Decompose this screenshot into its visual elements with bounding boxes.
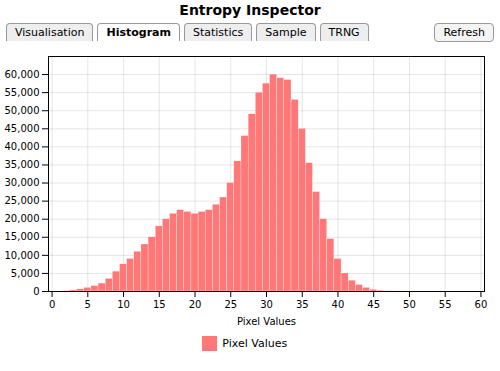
- svg-text:50: 50: [403, 299, 416, 310]
- svg-text:5,000: 5,000: [11, 268, 40, 279]
- svg-text:35: 35: [296, 299, 309, 310]
- svg-text:10: 10: [117, 299, 130, 310]
- svg-text:40: 40: [332, 299, 345, 310]
- svg-text:55,000: 55,000: [5, 87, 40, 98]
- svg-text:40,000: 40,000: [5, 141, 40, 152]
- html-text:Sample: Sample: [265, 26, 307, 39]
- svg-text:15,000: 15,000: [5, 231, 40, 242]
- html-text:Entropy Inspector: Entropy Inspector: [179, 2, 321, 18]
- svg-text:30,000: 30,000: [5, 177, 40, 188]
- svg-text:10,000: 10,000: [5, 250, 40, 261]
- svg-text:60,000: 60,000: [5, 69, 40, 80]
- svg-text:0: 0: [49, 299, 55, 310]
- svg-text:35,000: 35,000: [5, 159, 40, 170]
- svg-text:0: 0: [33, 286, 39, 297]
- svg-text:25,000: 25,000: [5, 195, 40, 206]
- svg-text:60: 60: [475, 299, 488, 310]
- html-text:Histogram: Histogram: [106, 26, 171, 39]
- html-text:Pixel Values: Pixel Values: [222, 337, 288, 350]
- svg-text:30: 30: [260, 299, 273, 310]
- html-text:Statistics: Statistics: [193, 26, 244, 39]
- svg-text:55: 55: [439, 299, 452, 310]
- svg-text:20,000: 20,000: [5, 213, 40, 224]
- svg-text:20: 20: [189, 299, 202, 310]
- svg-text:15: 15: [153, 299, 166, 310]
- svg-text:5: 5: [85, 299, 91, 310]
- html-text:Refresh: Refresh: [443, 25, 485, 39]
- svg-text:45: 45: [367, 299, 380, 310]
- svg-text:25: 25: [224, 299, 237, 310]
- html-text:TRNG: TRNG: [328, 26, 360, 39]
- svg-text:45,000: 45,000: [5, 123, 40, 134]
- svg-text:50,000: 50,000: [5, 105, 40, 116]
- svg-text:Pixel Values: Pixel Values: [237, 316, 296, 327]
- html-text:Visualisation: Visualisation: [15, 26, 85, 39]
